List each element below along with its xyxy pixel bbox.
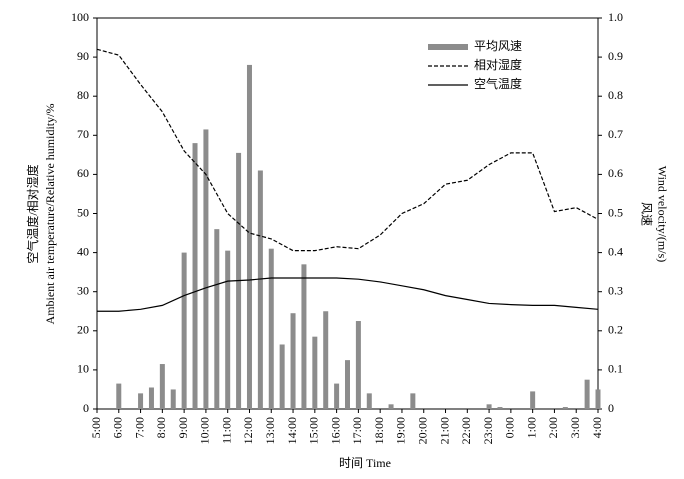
x-tick-label: 9:00	[176, 417, 190, 438]
bar	[257, 170, 263, 409]
y2-tick-label: 1.0	[608, 10, 623, 24]
x-tick-label: 5:00	[89, 417, 103, 438]
y2-tick-label: 0	[608, 401, 614, 415]
y2-axis-label: Wind velocity/(m/s)	[655, 166, 669, 263]
y-tick-label: 60	[77, 166, 89, 180]
y2-tick-label: 0.8	[608, 88, 623, 102]
bar	[203, 129, 209, 409]
x-tick-label: 15:00	[307, 417, 321, 444]
y-tick-label: 100	[71, 10, 89, 24]
y-tick-label: 50	[77, 205, 89, 219]
bar	[497, 407, 503, 409]
bar	[192, 143, 198, 409]
y2-tick-label: 0.5	[608, 205, 623, 219]
y2-axis-label: 风速	[639, 202, 653, 226]
bar	[584, 379, 590, 409]
plot-frame	[96, 17, 599, 410]
y-axis-label: Ambient air temperature/Relative humidit…	[43, 104, 57, 325]
y-tick-label: 80	[77, 88, 89, 102]
bar	[279, 344, 285, 409]
legend-swatch	[428, 44, 468, 50]
y-tick-label: 40	[77, 244, 89, 258]
y2-tick-label: 0.7	[608, 127, 623, 141]
bar	[355, 321, 361, 409]
bar	[159, 364, 165, 409]
bar	[301, 264, 307, 409]
y-tick-label: 30	[77, 283, 89, 297]
bar	[345, 360, 350, 409]
x-tick-label: 10:00	[198, 417, 212, 444]
x-tick-label: 21:00	[437, 417, 451, 444]
y2-tick-label: 0.3	[608, 283, 623, 297]
x-tick-label: 19:00	[394, 417, 408, 444]
bar	[170, 389, 176, 409]
x-tick-label: 13:00	[263, 417, 277, 444]
line	[96, 48, 599, 252]
bar	[486, 404, 492, 409]
bar	[138, 393, 144, 409]
bar	[388, 404, 394, 409]
y2-tick-label: 0.1	[608, 362, 623, 376]
bar	[562, 407, 568, 409]
bar	[290, 313, 296, 409]
legend-label: 空气温度	[474, 76, 522, 91]
x-tick-label: 18:00	[372, 417, 386, 444]
bar	[148, 387, 154, 409]
y-tick-label: 20	[77, 323, 89, 337]
x-tick-label: 3:00	[568, 417, 582, 438]
x-tick-label: 16:00	[328, 417, 342, 444]
y-tick-label: 0	[83, 401, 89, 415]
bar	[366, 393, 372, 409]
bar	[410, 393, 416, 409]
bar	[116, 383, 122, 409]
x-tick-label: 12:00	[241, 417, 255, 444]
y-axis-label: 空气温度/相对湿度	[25, 164, 40, 263]
legend-label: 相对湿度	[474, 57, 522, 72]
x-tick-label: 0:00	[503, 417, 517, 438]
y-tick-label: 70	[77, 127, 89, 141]
x-tick-label: 17:00	[350, 417, 364, 444]
x-tick-label: 11:00	[219, 417, 233, 444]
y2-tick-label: 0.6	[608, 166, 623, 180]
x-tick-label: 4:00	[590, 417, 604, 438]
x-tick-label: 14:00	[285, 417, 299, 444]
x-tick-label: 20:00	[415, 417, 429, 444]
bar	[268, 248, 274, 409]
x-tick-label: 2:00	[546, 417, 560, 438]
y-tick-label: 90	[77, 49, 89, 63]
bar	[225, 250, 231, 409]
x-tick-label: 7:00	[132, 417, 146, 438]
legend-label: 平均风速	[474, 39, 522, 53]
y-tick-label: 10	[77, 362, 89, 376]
bar	[334, 383, 340, 409]
bar	[214, 229, 220, 409]
x-tick-label: 8:00	[154, 417, 168, 438]
bar	[595, 389, 601, 409]
line	[97, 277, 599, 312]
x-tick-label: 23:00	[481, 417, 495, 444]
x-tick-label: 1:00	[524, 417, 538, 438]
x-tick-label: 22:00	[459, 417, 473, 444]
bar	[246, 64, 252, 410]
bar	[530, 391, 536, 409]
bar	[181, 252, 187, 409]
bar	[323, 311, 329, 409]
x-tick-label: 6:00	[111, 417, 125, 438]
y2-tick-label: 0.2	[608, 323, 623, 337]
y2-tick-label: 0.4	[608, 244, 623, 258]
y2-tick-label: 0.9	[608, 49, 623, 63]
x-axis-label: 时间 Time	[339, 456, 391, 470]
bar	[312, 336, 318, 409]
